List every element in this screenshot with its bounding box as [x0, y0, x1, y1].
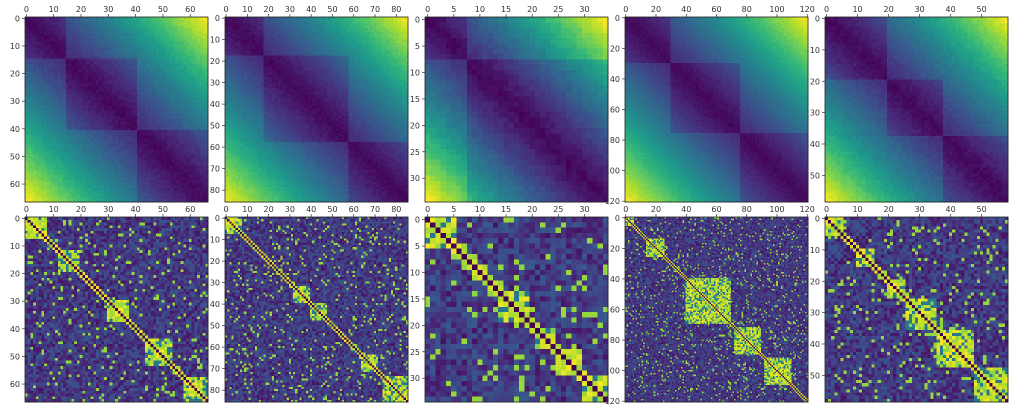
heatmap-cells [25, 17, 209, 203]
